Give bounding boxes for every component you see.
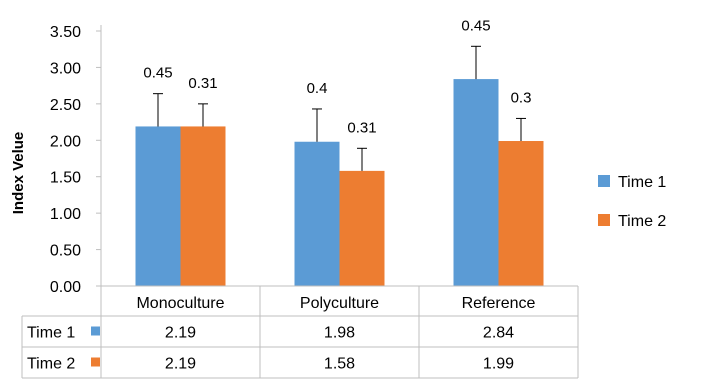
y-tick-label: 2.50 bbox=[50, 97, 81, 114]
error-label: 0.45 bbox=[143, 65, 172, 82]
bar bbox=[180, 126, 226, 286]
bar bbox=[339, 170, 385, 286]
bar bbox=[135, 126, 181, 286]
y-axis-title: Index Velue bbox=[10, 132, 27, 215]
error-label: 0.31 bbox=[347, 119, 376, 136]
y-tick-label: 0.00 bbox=[50, 279, 81, 296]
bar bbox=[498, 141, 544, 286]
y-tick-label: 1.00 bbox=[50, 206, 81, 223]
table-cell: 1.98 bbox=[324, 325, 355, 342]
legend-swatch bbox=[598, 175, 610, 187]
table-series-label: Time 2 bbox=[27, 356, 75, 373]
legend-label: Time 2 bbox=[618, 213, 666, 230]
bar bbox=[294, 141, 340, 286]
table-cell: 2.19 bbox=[165, 325, 196, 342]
y-tick-label: 1.50 bbox=[50, 170, 81, 187]
y-tick-label: 3.50 bbox=[50, 24, 81, 41]
category-label: Reference bbox=[462, 295, 536, 312]
error-label: 0.31 bbox=[188, 75, 217, 92]
error-label: 0.3 bbox=[511, 89, 532, 106]
y-tick-label: 2.00 bbox=[50, 133, 81, 150]
table-series-label: Time 1 bbox=[27, 325, 75, 342]
category-label: Monoculture bbox=[136, 295, 224, 312]
legend-label: Time 1 bbox=[618, 174, 666, 191]
table-series-key bbox=[91, 326, 100, 336]
table-cell: 2.84 bbox=[483, 325, 514, 342]
y-tick-label: 3.00 bbox=[50, 60, 81, 77]
error-label: 0.4 bbox=[307, 80, 328, 97]
table-series-key bbox=[91, 357, 100, 367]
error-label: 0.45 bbox=[461, 17, 490, 34]
legend-swatch bbox=[598, 214, 610, 226]
table-cell: 1.99 bbox=[483, 356, 514, 373]
category-label: Polyculture bbox=[300, 295, 379, 312]
bar bbox=[453, 79, 499, 286]
table-cell: 2.19 bbox=[165, 356, 196, 373]
table-cell: 1.58 bbox=[324, 356, 355, 373]
y-tick-label: 0.50 bbox=[50, 243, 81, 260]
